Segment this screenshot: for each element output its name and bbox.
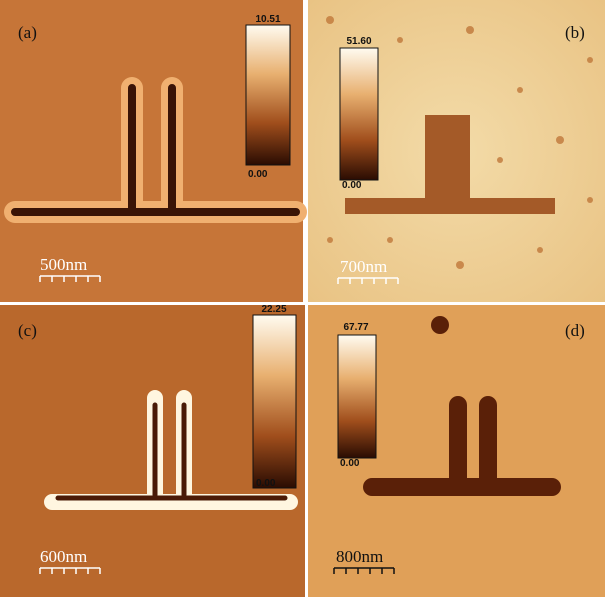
panel-label: (b)	[565, 23, 585, 42]
scale-bar-label: 600nm	[40, 547, 87, 566]
panel-label: (c)	[18, 321, 37, 340]
panel-c: 22.25 0.00 (c) 600nm	[0, 304, 305, 597]
colorbar-max: 67.77	[343, 322, 368, 333]
scale-bar-label: 700nm	[340, 257, 387, 276]
panel-a: 10.51 0.00 (a) 500nm	[0, 0, 303, 302]
figure: 10.51 0.00 (a) 500nm 51.60 0.00 (b) 700n…	[0, 0, 605, 597]
colorbar-min: 0.00	[256, 478, 276, 489]
panel-label: (d)	[565, 321, 585, 340]
panel-label: (a)	[18, 23, 37, 42]
colorbar-min: 0.00	[342, 180, 362, 191]
colorbar-max: 22.25	[261, 304, 286, 315]
colorbar-min: 0.00	[340, 458, 360, 469]
panel-d: 67.77 0.00 (d) 800nm	[308, 305, 605, 597]
scale-bar-label: 500nm	[40, 255, 87, 274]
page: 10.51 0.00 (a) 500nm 51.60 0.00 (b) 700n…	[0, 0, 605, 597]
colorbar-max: 51.60	[346, 36, 371, 47]
colorbar-min: 0.00	[248, 169, 268, 180]
panel-b: 51.60 0.00 (b) 700nm	[308, 0, 605, 302]
scale-bar-label: 800nm	[336, 547, 383, 566]
colorbar-max: 10.51	[255, 14, 280, 25]
